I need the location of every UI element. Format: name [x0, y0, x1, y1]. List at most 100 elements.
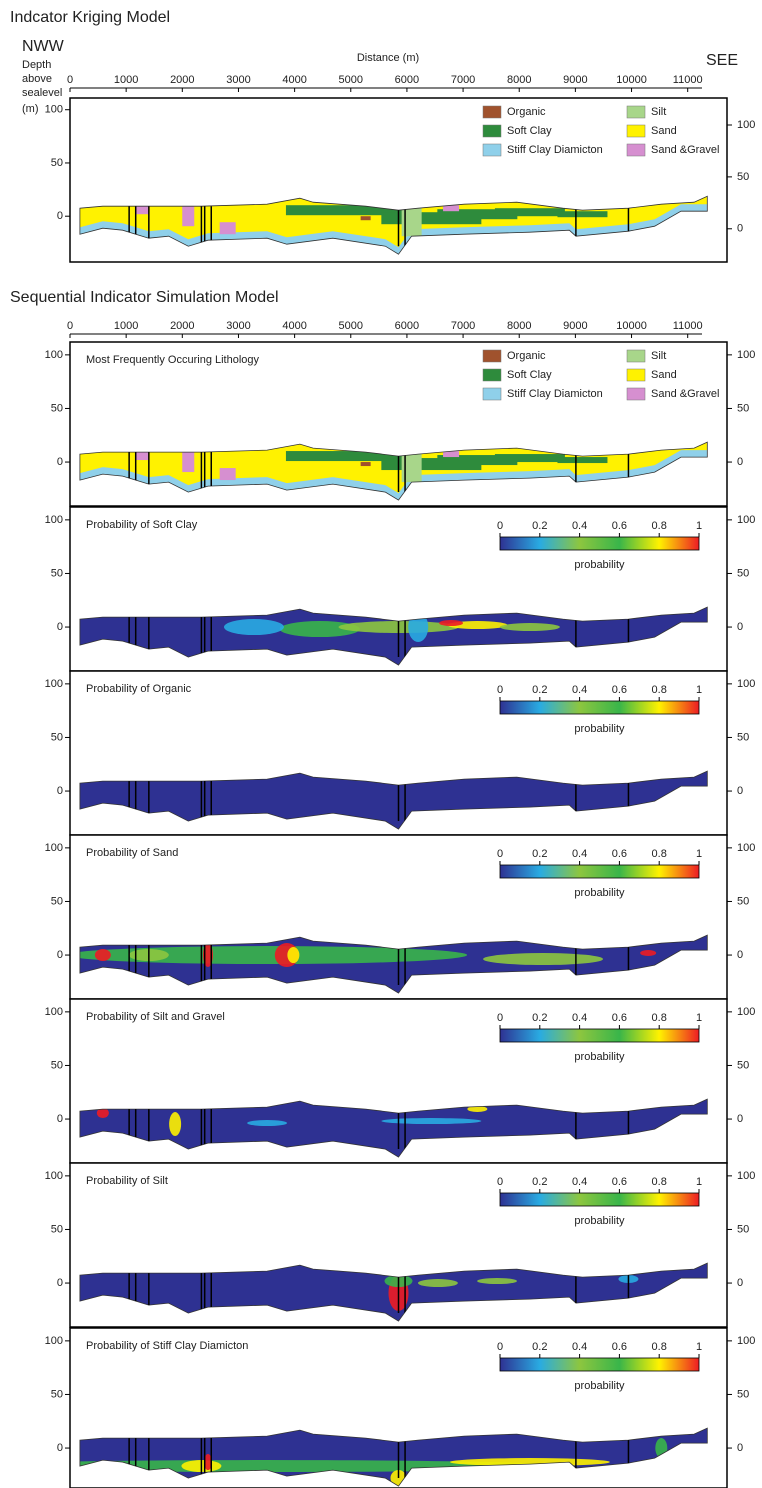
- colorbar-tick-label: 0.8: [652, 848, 667, 860]
- x-tick-label: 10000: [616, 320, 647, 332]
- probability-patch: [96, 1108, 109, 1119]
- x-tick-label: 2000: [170, 74, 194, 86]
- legend-swatch: [626, 124, 646, 138]
- colorbar-tick-label: 1: [696, 1176, 702, 1188]
- x-tick-label: 7000: [451, 74, 475, 86]
- colorbar-tick-label: 0.2: [532, 1341, 547, 1353]
- y-tick-label: 50: [51, 1223, 63, 1235]
- colorbar: [499, 700, 700, 715]
- y2-tick-label: 100: [737, 1006, 755, 1018]
- colorbar-label: probability: [574, 1051, 625, 1063]
- colorbar: [499, 1357, 700, 1372]
- lithology-patch: [360, 216, 371, 221]
- panel-title: Probability of Silt: [86, 1175, 168, 1187]
- y2-tick-label: 0: [737, 1442, 743, 1454]
- legend-swatch: [482, 387, 502, 401]
- colorbar-tick-label: 1: [696, 1012, 702, 1024]
- probability-patch: [477, 1278, 518, 1285]
- y-tick-label: 0: [57, 1442, 63, 1454]
- y-tick-label: 0: [57, 621, 63, 633]
- x-tick-label: 5000: [339, 74, 363, 86]
- y2-tick-label: 50: [737, 1059, 749, 1071]
- section-outline: [79, 934, 708, 994]
- left-end-label: NWW: [22, 38, 65, 55]
- lithology-patch: [443, 451, 460, 458]
- panel: 0 50 100 0 50 100 Most Frequently Occuring Lit…: [45, 341, 755, 507]
- lithology-patch: [360, 462, 371, 467]
- legend-swatch: [626, 105, 646, 119]
- y-tick-label: 50: [51, 567, 63, 579]
- colorbar-tick-label: 0: [497, 1176, 503, 1188]
- lithology-patch: [285, 451, 406, 462]
- colorbar-tick-label: 0.2: [532, 1012, 547, 1024]
- probability-patch: [483, 953, 604, 966]
- colorbar: [499, 864, 700, 879]
- legend-swatch: [626, 143, 646, 157]
- y2-tick-label: 0: [737, 1277, 743, 1289]
- probability-patch: [94, 949, 111, 962]
- lithology-patch: [182, 206, 195, 227]
- x-tick-label: 1000: [114, 320, 138, 332]
- y-tick-label: 100: [45, 514, 63, 526]
- panel-title: Probability of Stiff Clay Diamicton: [86, 1340, 248, 1352]
- colorbar-label: probability: [574, 887, 625, 899]
- colorbar-label: probability: [574, 1380, 625, 1392]
- colorbar-tick-label: 0.6: [612, 848, 627, 860]
- lithology-patch: [557, 211, 608, 218]
- colorbar: [499, 1028, 700, 1043]
- y-tick-label: 0: [57, 949, 63, 961]
- y-tick-label: 100: [45, 842, 63, 854]
- x-tick-label: 11000: [673, 320, 703, 332]
- section-title: Sequential Indicator Simulation Model: [10, 289, 279, 306]
- y-tick-label: 50: [51, 731, 63, 743]
- y-tick-label: 0: [57, 785, 63, 797]
- colorbar-tick-label: 0.4: [572, 1176, 587, 1188]
- legend-swatch: [482, 143, 502, 157]
- panel-title: Most Frequently Occuring Lithology: [86, 354, 260, 366]
- panel: 0 50 100 0 50 100 Probability of Stiff Clay Di…: [45, 1327, 755, 1488]
- y-tick-label: 0: [57, 1277, 63, 1289]
- legend-swatch: [482, 368, 502, 382]
- section: [79, 607, 708, 666]
- colorbar-tick-label: 1: [696, 1341, 702, 1353]
- panel-title: Probability of Sand: [86, 847, 178, 859]
- colorbar-label: probability: [574, 1215, 625, 1227]
- panel-title: Probability of Silt and Gravel: [86, 1011, 225, 1023]
- y-tick-label: 50: [51, 895, 63, 907]
- y-tick-label: 100: [45, 104, 63, 116]
- colorbar-tick-label: 0.2: [532, 520, 547, 532]
- x-tick-label: 9000: [563, 320, 587, 332]
- colorbar-tick-label: 0.6: [612, 684, 627, 696]
- x-tick-label: 11000: [673, 74, 703, 86]
- y-axis-label: sealevel: [22, 87, 62, 99]
- x-axis-label: Distance (m): [357, 52, 419, 64]
- x-tick-label: 4000: [282, 74, 306, 86]
- colorbar-label: probability: [574, 723, 625, 735]
- y-tick-label: 100: [45, 1335, 63, 1347]
- y2-tick-label: 0: [737, 785, 743, 797]
- legend-label: Sand &Gravel: [651, 388, 719, 400]
- colorbar-tick-label: 0.2: [532, 848, 547, 860]
- colorbar-tick-label: 0.4: [572, 1341, 587, 1353]
- y2-tick-label: 100: [737, 1170, 755, 1182]
- y2-tick-label: 100: [737, 349, 755, 361]
- probability-patch: [223, 619, 284, 636]
- lithology-patch: [136, 452, 149, 461]
- legend-swatch: [626, 387, 646, 401]
- x-tick-label: 3000: [226, 320, 250, 332]
- colorbar-tick-label: 0: [497, 684, 503, 696]
- y2-tick-label: 0: [737, 456, 743, 468]
- legend-label: Sand: [651, 125, 677, 137]
- probability-patch: [247, 1120, 288, 1127]
- y-tick-label: 100: [45, 678, 63, 690]
- colorbar: [499, 536, 700, 551]
- colorbar-tick-label: 0.6: [612, 1176, 627, 1188]
- x-tick-label: 9000: [563, 74, 587, 86]
- y-tick-label: 50: [51, 1388, 63, 1400]
- colorbar-tick-label: 0: [497, 520, 503, 532]
- probability-patch: [381, 1118, 482, 1125]
- lithology-patch: [136, 206, 149, 215]
- colorbar-tick-label: 0.4: [572, 848, 587, 860]
- panel: 0 50 100 0 50 100 Probability of Soft Clay 0 0.2…: [45, 506, 755, 672]
